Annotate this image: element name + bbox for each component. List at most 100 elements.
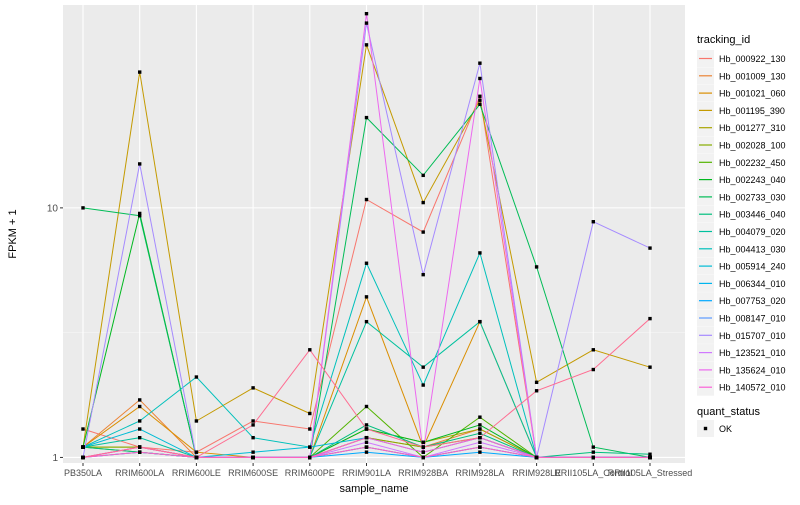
data-point	[364, 261, 369, 265]
data-point	[138, 419, 142, 423]
data-point	[194, 450, 199, 454]
data-point	[421, 230, 425, 234]
data-point	[534, 455, 539, 460]
data-point	[251, 435, 255, 440]
data-point	[251, 419, 255, 423]
data-point	[364, 404, 369, 409]
data-point	[478, 435, 482, 440]
data-point	[591, 348, 595, 352]
data-point	[251, 455, 255, 460]
data-point	[138, 214, 142, 218]
x-tick-label: RRIM901LA	[342, 468, 391, 478]
points-layer	[81, 11, 652, 460]
data-point	[251, 386, 255, 390]
legend-label: Hb_005914_240	[719, 262, 786, 272]
data-point	[591, 455, 595, 460]
data-point	[421, 173, 425, 178]
data-point	[421, 445, 425, 449]
data-point	[364, 427, 369, 431]
data-point	[138, 398, 142, 402]
data-point	[138, 445, 142, 449]
data-point	[308, 427, 312, 431]
data-point	[478, 431, 482, 435]
legend-title: tracking_id	[697, 34, 750, 46]
axis-layer: 1 10 PB350LA RRIM600LA RRIM600LE RRIM600SE RRI…	[47, 203, 692, 478]
legend-label: Hb_007753_020	[719, 296, 786, 306]
data-point	[478, 427, 482, 431]
data-point	[194, 375, 199, 379]
data-point	[308, 411, 312, 416]
data-point	[478, 450, 482, 454]
legend-label: Hb_000922_130	[719, 54, 786, 64]
data-point	[648, 365, 652, 369]
data-point	[364, 115, 369, 120]
x-tick-label: PB350LA	[64, 468, 102, 478]
data-point	[308, 455, 312, 460]
x-tick-label: RRIM600SE	[228, 468, 278, 478]
legend-label: Hb_001009_130	[719, 71, 786, 81]
data-point	[138, 450, 142, 454]
data-point	[648, 246, 652, 250]
data-point	[364, 43, 369, 47]
data-point	[421, 440, 425, 444]
x-axis-title: sample_name	[339, 483, 408, 495]
data-point	[364, 450, 369, 454]
x-tick-label: RRIM600LE	[172, 468, 221, 478]
data-point	[478, 76, 482, 81]
data-point	[81, 445, 85, 449]
x-tick-label: RRIM928LE	[512, 468, 561, 478]
data-point	[534, 380, 539, 385]
x-tick-label: RRIM600LA	[115, 468, 164, 478]
data-point	[591, 445, 595, 449]
legend-label: Hb_006344_010	[719, 279, 786, 289]
x-tick-label: RRII105LA_Control	[554, 468, 632, 478]
data-point	[478, 94, 482, 98]
data-point	[364, 423, 369, 427]
legend-label: Hb_001277_310	[719, 123, 786, 133]
data-point	[648, 452, 652, 456]
data-point	[364, 197, 369, 202]
legend-label: Hb_001021_060	[719, 89, 786, 99]
data-point	[138, 404, 142, 409]
data-point	[591, 367, 595, 372]
y-tick-label: 1	[52, 453, 58, 464]
legend: tracking_id Hb_000922_130Hb_001009_130Hb…	[697, 34, 786, 437]
data-point	[251, 423, 255, 427]
data-point	[478, 445, 482, 449]
data-point	[421, 450, 425, 454]
data-point	[138, 162, 142, 166]
x-tick-label: RRIM928LA	[455, 468, 504, 478]
data-point	[138, 70, 142, 74]
legend-label: Hb_135624_010	[719, 365, 786, 375]
panel-background	[63, 5, 685, 463]
data-point	[364, 319, 369, 324]
shape-legend-label: OK	[719, 424, 732, 434]
data-point	[194, 455, 199, 460]
data-point	[364, 21, 369, 25]
legend-label: Hb_002243_040	[719, 175, 786, 185]
data-point	[534, 265, 539, 269]
shape-legend-items: OK	[697, 420, 732, 437]
data-point	[421, 365, 425, 369]
data-point	[648, 455, 652, 460]
data-point	[81, 206, 85, 210]
data-point	[138, 427, 142, 431]
y-axis-title: FPKM + 1	[7, 209, 19, 258]
data-point	[421, 455, 425, 460]
data-point	[251, 450, 255, 454]
data-point	[138, 435, 142, 440]
x-tick-label: RRIM600PE	[285, 468, 335, 478]
data-point	[534, 389, 539, 393]
legend-label: Hb_015707_010	[719, 331, 786, 341]
data-point	[364, 440, 369, 444]
data-point	[478, 98, 482, 102]
data-point	[478, 61, 482, 65]
legend-label: Hb_002232_450	[719, 158, 786, 168]
data-point	[591, 450, 595, 454]
data-point	[138, 211, 142, 216]
data-point	[81, 455, 85, 460]
data-point	[478, 251, 482, 255]
legend-items: Hb_000922_130 Hb_001009_130 Hb_001021_060 H…	[697, 50, 786, 396]
